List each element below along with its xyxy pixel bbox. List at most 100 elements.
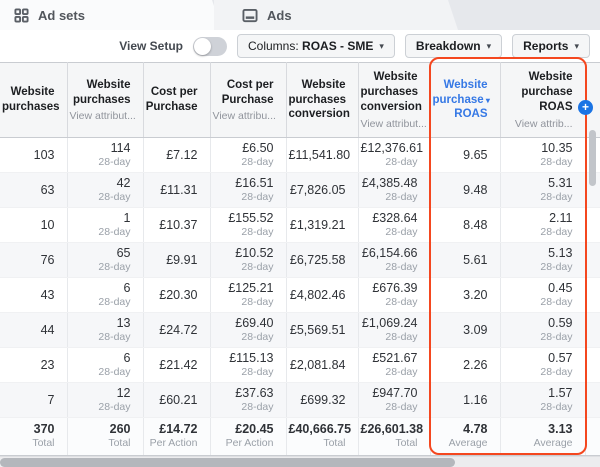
column-header-line: purchases bbox=[360, 86, 419, 99]
table-row[interactable]: 23 6 28-day £21.42 £115.13 28-day £2,081.84 £52… bbox=[0, 347, 600, 383]
cell-website-purchase-roas: 5.61 bbox=[430, 242, 501, 278]
column-header-line: Cost per bbox=[226, 78, 274, 91]
cell-website-purchases-conversion-attr: £12,376.61 28-day bbox=[358, 137, 431, 173]
view-attribution-link[interactable]: View attribut... bbox=[69, 110, 136, 123]
cell-value: 23 bbox=[40, 357, 55, 372]
spacer-cell bbox=[585, 242, 600, 278]
cell-value: 12 bbox=[116, 385, 131, 400]
column-header-label: Website purchases View attribut... bbox=[69, 78, 136, 123]
table-row[interactable]: 10 1 28-day £10.37 £155.52 28-day £1,319.21 £32… bbox=[0, 207, 600, 243]
cell-website-purchase-roas: 1.16 bbox=[430, 382, 501, 418]
cell-website-purchase-roas: 3.20 bbox=[430, 277, 501, 313]
cell-cost-per-purchase-attr: £6.50 28-day bbox=[210, 137, 287, 173]
cell-value: £37.63 bbox=[235, 385, 274, 400]
cell-value: £155.52 bbox=[228, 210, 274, 225]
table-row[interactable]: 76 65 28-day £9.91 £10.52 28-day £6,725.58 £6,1… bbox=[0, 242, 600, 278]
cell-website-purchases-conversion: £6,725.58 bbox=[286, 242, 359, 278]
attribution-window-label: 28-day bbox=[98, 155, 131, 168]
column-header-line: conversion bbox=[360, 100, 422, 113]
table-row[interactable]: 44 13 28-day £24.72 £69.40 28-day £5,569.51 £1,… bbox=[0, 312, 600, 348]
cell-cost-per-purchase: £60.21 bbox=[143, 382, 211, 418]
cell-value: 3.09 bbox=[463, 322, 488, 337]
attribution-window-label: 28-day bbox=[385, 260, 418, 273]
column-header-website-purchases[interactable]: Website purchases bbox=[0, 62, 68, 138]
cell-cost-per-purchase: £7.12 bbox=[143, 137, 211, 173]
column-header-cost-per-purchase[interactable]: Cost per Purchase bbox=[143, 62, 211, 138]
cell-value: 103 bbox=[33, 147, 55, 162]
view-attribution-link[interactable]: View attribu... bbox=[212, 110, 276, 123]
cell-website-purchases-conversion: £1,319.21 bbox=[286, 207, 359, 243]
cell-value: £16.51 bbox=[235, 175, 274, 190]
cell-cost-per-purchase-attr: £155.52 28-day bbox=[210, 207, 287, 243]
total-value: £26,601.38 bbox=[360, 422, 424, 437]
total-value: £40,666.75 bbox=[288, 422, 352, 437]
total-type-label: Average bbox=[448, 437, 488, 450]
cell-website-purchase-roas: 9.65 bbox=[430, 137, 501, 173]
total-cell-website-purchase-roas-attr: 3.13 Average bbox=[500, 417, 586, 456]
cell-cost-per-purchase-attr: £10.52 28-day bbox=[210, 242, 287, 278]
cell-website-purchase-roas-attr: 10.35 28-day bbox=[500, 137, 586, 173]
view-attribution-link[interactable]: View attrib... bbox=[514, 117, 573, 130]
tab-ad-sets[interactable]: Ad sets bbox=[0, 0, 222, 30]
breakdown-button[interactable]: Breakdown ▾ bbox=[404, 34, 503, 58]
attribution-window-label: 28-day bbox=[540, 155, 573, 168]
cell-value: 9.48 bbox=[463, 182, 488, 197]
column-header-website-purchases-attr[interactable]: Website purchases View attribut... bbox=[67, 62, 144, 138]
table-row[interactable]: 63 42 28-day £11.31 £16.51 28-day £7,826.05 £4,… bbox=[0, 172, 600, 208]
cell-cost-per-purchase-attr: £115.13 28-day bbox=[210, 347, 287, 383]
view-attribution-link[interactable]: View attribut... bbox=[360, 117, 427, 130]
column-header-website-purchase-roas[interactable]: Website purchase ▾ ROAS bbox=[430, 62, 501, 138]
column-header-website-purchase-roas-attr[interactable]: Website purchase ROAS View attrib... bbox=[500, 62, 586, 138]
total-value: £14.72 bbox=[159, 422, 198, 437]
table-row[interactable]: 43 6 28-day £20.30 £125.21 28-day £4,802.46 £67… bbox=[0, 277, 600, 313]
chevron-down-icon: ▾ bbox=[574, 40, 579, 51]
attribution-window-label: 28-day bbox=[540, 400, 573, 413]
reports-button-label: Reports bbox=[523, 39, 569, 53]
cell-value: £1,319.21 bbox=[289, 217, 346, 232]
chevron-down-icon: ▾ bbox=[486, 40, 492, 51]
cell-website-purchases-attr: 6 28-day bbox=[67, 347, 144, 383]
cell-value: 43 bbox=[40, 287, 55, 302]
cell-website-purchases: 63 bbox=[0, 172, 68, 208]
cell-website-purchases-conversion-attr: £1,069.24 28-day bbox=[358, 312, 431, 348]
tab-ad-sets-label: Ad sets bbox=[38, 7, 85, 23]
attribution-window-label: 28-day bbox=[385, 295, 418, 308]
spacer-cell bbox=[585, 312, 600, 348]
cell-website-purchases-attr: 13 28-day bbox=[67, 312, 144, 348]
cell-value: 5.31 bbox=[548, 175, 573, 190]
cell-website-purchase-roas: 3.09 bbox=[430, 312, 501, 348]
column-header-cost-per-purchase-attr[interactable]: Cost per Purchase View attribu... bbox=[210, 62, 287, 138]
cell-cost-per-purchase: £20.30 bbox=[143, 277, 211, 313]
attribution-window-label: 28-day bbox=[241, 400, 274, 413]
columns-button-value: ROAS - SME bbox=[302, 39, 374, 53]
cell-cost-per-purchase: £10.37 bbox=[143, 207, 211, 243]
cell-website-purchase-roas-attr: 5.31 28-day bbox=[500, 172, 586, 208]
add-column-button[interactable]: + bbox=[578, 100, 593, 115]
column-header-website-purchases-conversion[interactable]: Website purchases conversion bbox=[286, 62, 359, 138]
cell-value: 6 bbox=[123, 280, 131, 295]
cell-value: 5.13 bbox=[548, 245, 573, 260]
spacer-cell bbox=[585, 172, 600, 208]
cell-website-purchases: 43 bbox=[0, 277, 68, 313]
view-setup-toggle[interactable] bbox=[193, 36, 227, 56]
table-row[interactable]: 7 12 28-day £60.21 £37.63 28-day £699.32 £947.7… bbox=[0, 382, 600, 418]
cell-cost-per-purchase: £24.72 bbox=[143, 312, 211, 348]
cell-value: 1 bbox=[123, 210, 131, 225]
cell-value: £1,069.24 bbox=[361, 315, 418, 330]
tab-ads[interactable]: Ads bbox=[214, 0, 458, 30]
cell-website-purchases-conversion-attr: £4,385.48 28-day bbox=[358, 172, 431, 208]
vertical-scrollbar-thumb[interactable] bbox=[589, 130, 596, 186]
columns-button[interactable]: Columns: ROAS - SME ▾ bbox=[237, 34, 395, 58]
cell-value: £24.72 bbox=[159, 322, 198, 337]
cell-value: 5.61 bbox=[463, 252, 488, 267]
column-header-website-purchases-conversion-attr[interactable]: Website purchases conversion View attribut.… bbox=[358, 62, 431, 138]
table-row[interactable]: 103 114 28-day £7.12 £6.50 28-day £11,541.80 £1… bbox=[0, 137, 600, 173]
cell-value: 0.59 bbox=[548, 315, 573, 330]
attribution-window-label: 28-day bbox=[98, 365, 131, 378]
total-value: £20.45 bbox=[235, 422, 274, 437]
cell-value: £69.40 bbox=[235, 315, 274, 330]
cell-website-purchases-conversion-attr: £521.67 28-day bbox=[358, 347, 431, 383]
horizontal-scrollbar-thumb[interactable] bbox=[0, 458, 455, 467]
reports-button[interactable]: Reports ▾ bbox=[512, 34, 590, 58]
cell-cost-per-purchase: £21.42 bbox=[143, 347, 211, 383]
